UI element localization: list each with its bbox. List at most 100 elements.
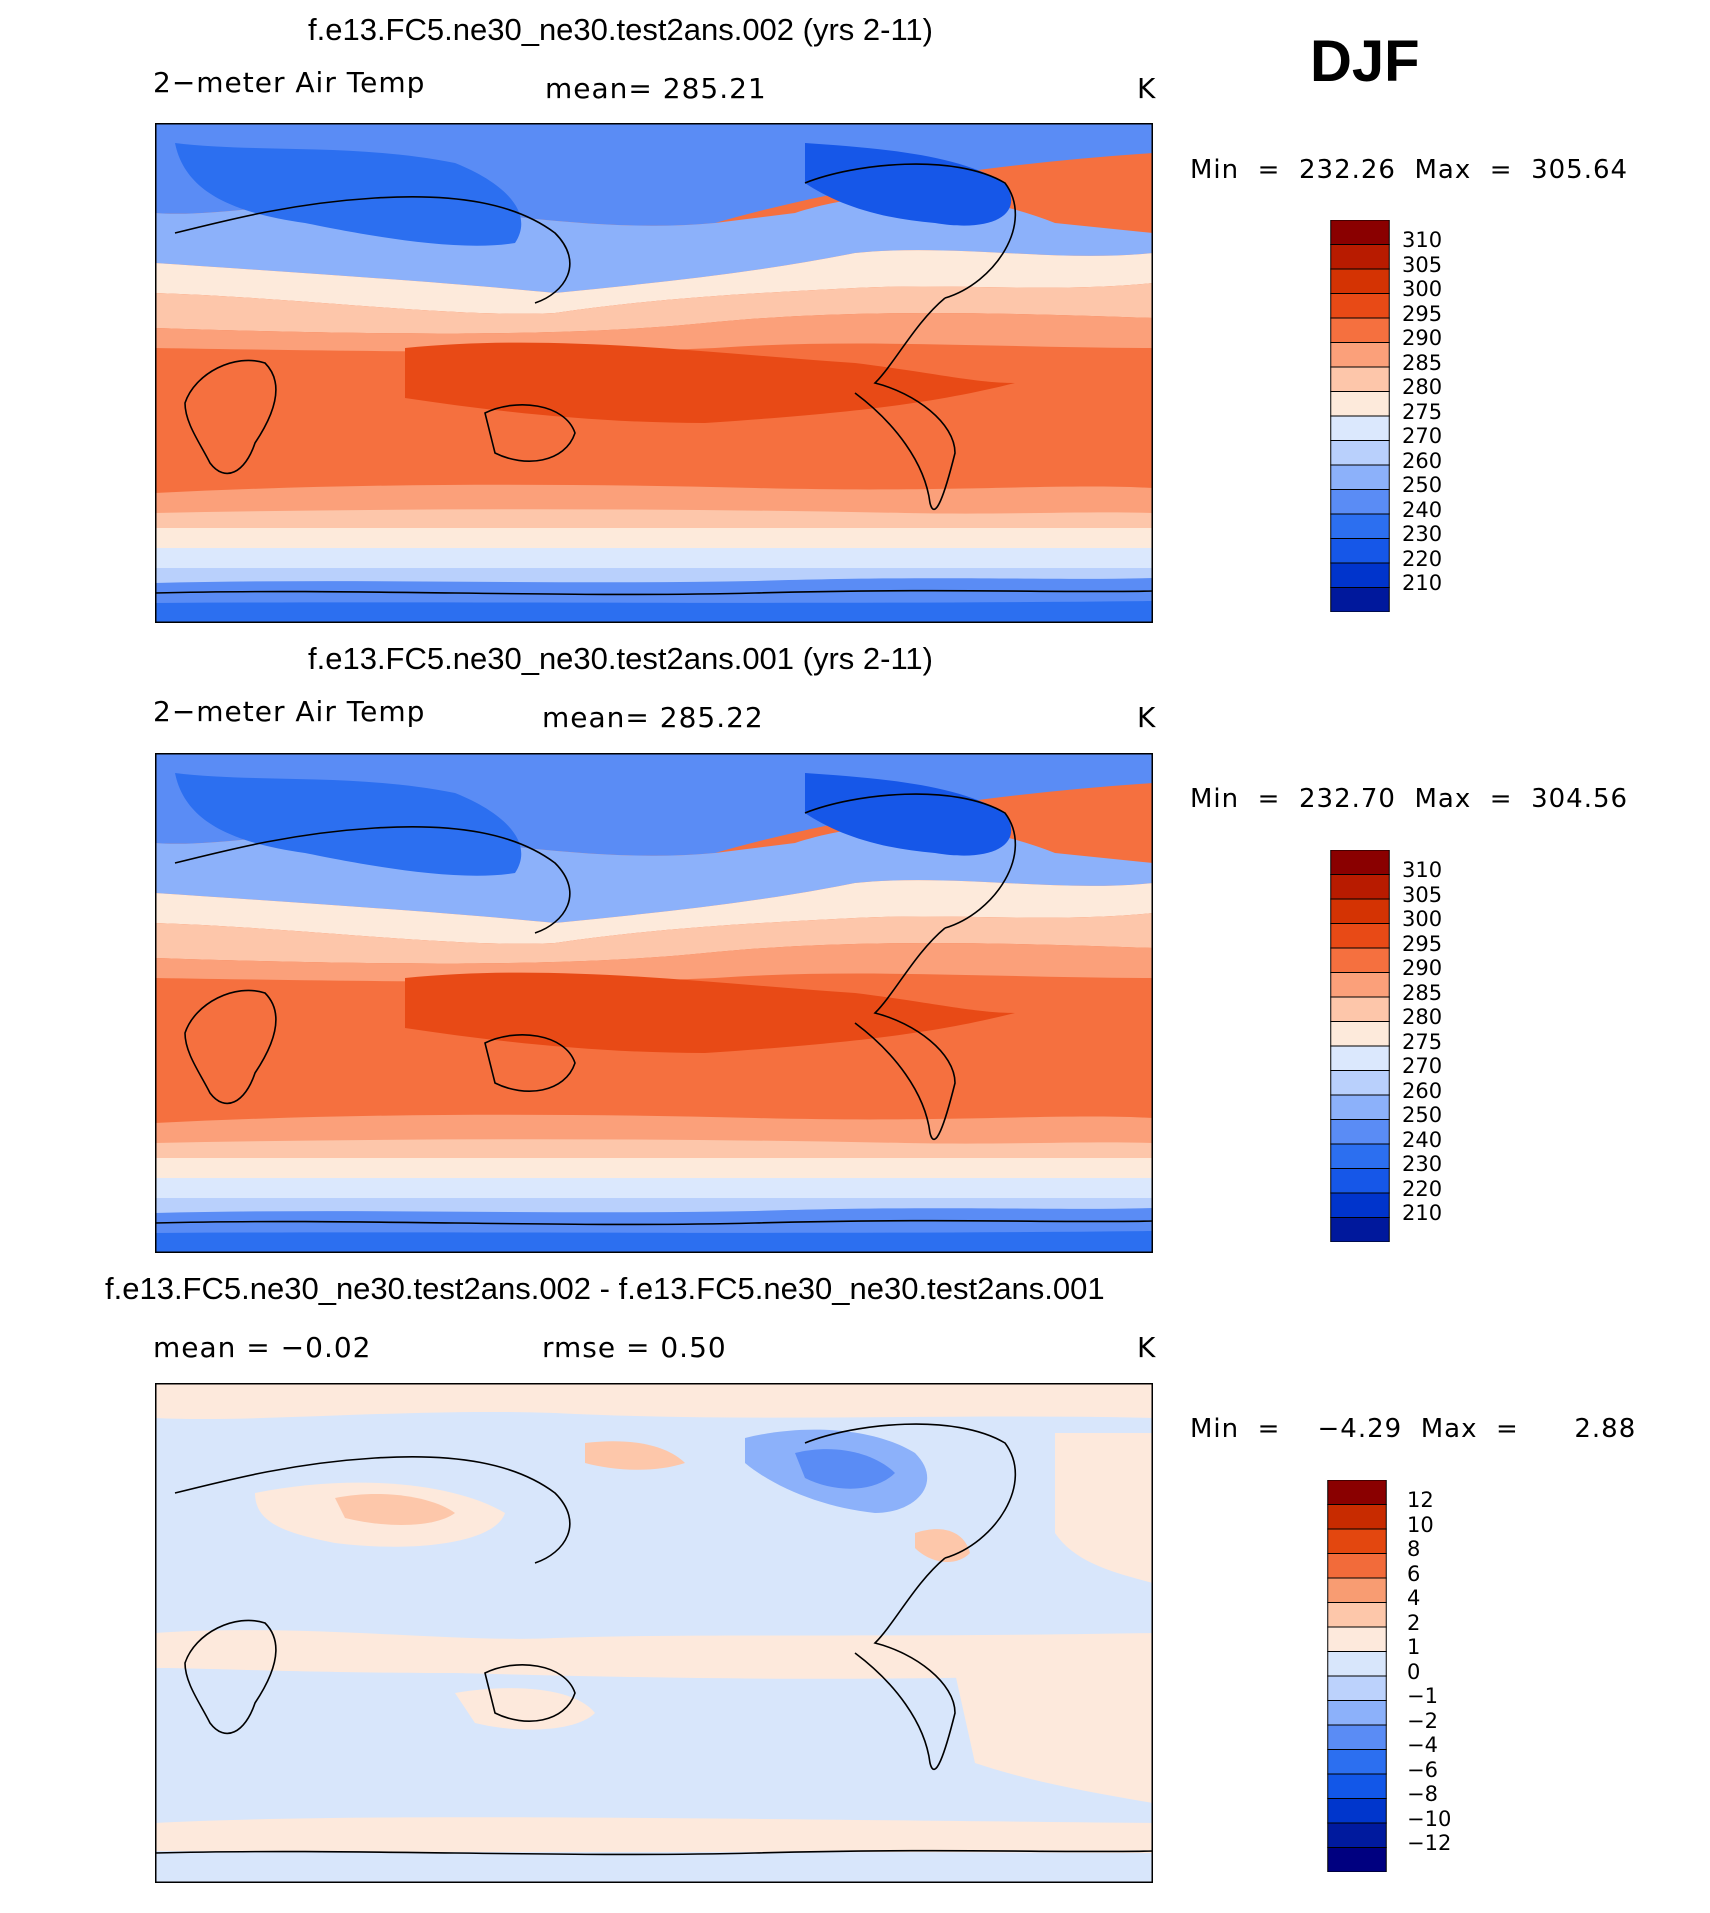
- colorbar-swatch: [1327, 1577, 1387, 1603]
- colorbar-tick-label: 295: [1402, 301, 1443, 326]
- panel3-colorbar: [1327, 1480, 1387, 1872]
- colorbar-swatch: [1327, 1504, 1387, 1530]
- colorbar-swatch: [1330, 415, 1390, 441]
- colorbar-swatch: [1330, 464, 1390, 490]
- colorbar-tick-label: 210: [1402, 1201, 1443, 1225]
- colorbar-swatch: [1330, 1143, 1390, 1169]
- colorbar-swatch: [1330, 1094, 1390, 1120]
- colorbar-swatch: [1327, 1602, 1387, 1628]
- colorbar-swatch: [1327, 1553, 1387, 1579]
- panel2-minmax: Min = 232.70 Max = 304.56: [1190, 784, 1629, 814]
- panel2-variable: 2−meter Air Temp: [153, 695, 426, 728]
- colorbar-swatch: [1330, 1045, 1390, 1071]
- colorbar-swatch: [1330, 440, 1390, 466]
- colorbar-tick-label: 295: [1402, 931, 1443, 956]
- colorbar-tick-label: 310: [1402, 858, 1443, 882]
- colorbar-swatch: [1330, 293, 1390, 319]
- panel3-map: [155, 1383, 1153, 1883]
- colorbar-tick-label: 220: [1402, 546, 1443, 571]
- colorbar-swatch: [1330, 268, 1390, 294]
- panel3-units: K: [1137, 1331, 1157, 1364]
- panel1-units: K: [1137, 72, 1157, 105]
- colorbar-swatch: [1330, 1192, 1390, 1218]
- colorbar-tick-label: 250: [1402, 1103, 1443, 1127]
- colorbar-swatch: [1327, 1822, 1387, 1848]
- colorbar-swatch: [1330, 538, 1390, 564]
- colorbar-tick-label: 285: [1402, 350, 1443, 375]
- colorbar-swatch: [1330, 1168, 1390, 1194]
- colorbar-tick-label: 10: [1407, 1512, 1434, 1537]
- colorbar-swatch: [1330, 489, 1390, 515]
- colorbar-tick-label: −4: [1407, 1733, 1438, 1757]
- colorbar-tick-label: 220: [1402, 1176, 1443, 1201]
- panel1-minmax: Min = 232.26 Max = 305.64: [1190, 155, 1629, 185]
- colorbar-tick-label: 275: [1402, 1029, 1443, 1054]
- colorbar-swatch: [1330, 244, 1390, 270]
- panel2-units: K: [1137, 701, 1157, 734]
- colorbar-tick-label: −2: [1407, 1708, 1438, 1733]
- panel1-colorbar: [1330, 220, 1390, 612]
- colorbar-swatch: [1327, 1480, 1387, 1505]
- colorbar-swatch: [1330, 513, 1390, 539]
- colorbar-swatch: [1330, 562, 1390, 588]
- colorbar-swatch: [1327, 1798, 1387, 1824]
- colorbar-tick-label: 260: [1402, 448, 1443, 473]
- colorbar-tick-label: 12: [1407, 1488, 1434, 1512]
- colorbar-tick-label: 260: [1402, 1078, 1443, 1103]
- panel2-map: [155, 753, 1153, 1253]
- season-label: DJF: [1310, 29, 1420, 94]
- colorbar-tick-label: 270: [1402, 424, 1443, 448]
- colorbar-swatch: [1330, 874, 1390, 900]
- colorbar-swatch: [1330, 947, 1390, 973]
- panel1-variable: 2−meter Air Temp: [153, 66, 426, 99]
- colorbar-tick-label: 280: [1402, 375, 1443, 399]
- colorbar-swatch: [1327, 1847, 1387, 1872]
- colorbar-tick-label: −1: [1407, 1684, 1438, 1708]
- panel3-rmse: rmse = 0.50: [542, 1331, 727, 1364]
- colorbar-swatch: [1330, 1070, 1390, 1096]
- panel1-mean: mean= 285.21: [545, 72, 767, 105]
- colorbar-swatch: [1330, 972, 1390, 998]
- colorbar-tick-label: 0: [1407, 1659, 1421, 1684]
- colorbar-swatch: [1330, 996, 1390, 1022]
- colorbar-tick-label: 240: [1402, 497, 1443, 522]
- colorbar-swatch: [1330, 342, 1390, 368]
- colorbar-tick-label: 6: [1407, 1561, 1421, 1586]
- colorbar-tick-label: 310: [1402, 228, 1443, 252]
- colorbar-tick-label: 275: [1402, 399, 1443, 424]
- colorbar-swatch: [1330, 366, 1390, 392]
- colorbar-tick-label: 8: [1407, 1537, 1421, 1561]
- panel3-mean: mean = −0.02: [153, 1331, 372, 1364]
- panel2-mean: mean= 285.22: [542, 701, 764, 734]
- colorbar-swatch: [1327, 1675, 1387, 1701]
- colorbar-tick-label: −12: [1407, 1831, 1452, 1855]
- colorbar-tick-label: 280: [1402, 1005, 1443, 1029]
- colorbar-tick-label: 230: [1402, 1152, 1443, 1176]
- colorbar-swatch: [1330, 1021, 1390, 1047]
- colorbar-tick-label: 210: [1402, 571, 1443, 595]
- colorbar-swatch: [1330, 923, 1390, 949]
- colorbar-swatch: [1327, 1749, 1387, 1775]
- colorbar-tick-label: −8: [1407, 1782, 1438, 1806]
- colorbar-tick-label: 290: [1402, 956, 1443, 980]
- colorbar-tick-label: 240: [1402, 1127, 1443, 1152]
- panel1-map: [155, 123, 1153, 623]
- colorbar-tick-label: 270: [1402, 1054, 1443, 1078]
- colorbar-tick-label: 4: [1407, 1586, 1421, 1610]
- colorbar-tick-label: 230: [1402, 522, 1443, 546]
- colorbar-tick-label: −10: [1407, 1806, 1452, 1831]
- colorbar-swatch: [1330, 1217, 1390, 1242]
- colorbar-tick-label: −6: [1407, 1757, 1438, 1782]
- colorbar-tick-label: 285: [1402, 980, 1443, 1005]
- panel2-colorbar: [1330, 850, 1390, 1242]
- colorbar-tick-label: 2: [1407, 1610, 1421, 1635]
- colorbar-swatch: [1330, 587, 1390, 612]
- colorbar-swatch: [1327, 1626, 1387, 1652]
- colorbar-tick-label: 290: [1402, 326, 1443, 350]
- panel1-colorbar-swatches: [1330, 220, 1390, 612]
- colorbar-swatch: [1327, 1700, 1387, 1726]
- colorbar-swatch: [1330, 220, 1390, 245]
- colorbar-tick-label: 305: [1402, 882, 1443, 907]
- colorbar-swatch: [1330, 1119, 1390, 1145]
- colorbar-tick-label: 250: [1402, 473, 1443, 497]
